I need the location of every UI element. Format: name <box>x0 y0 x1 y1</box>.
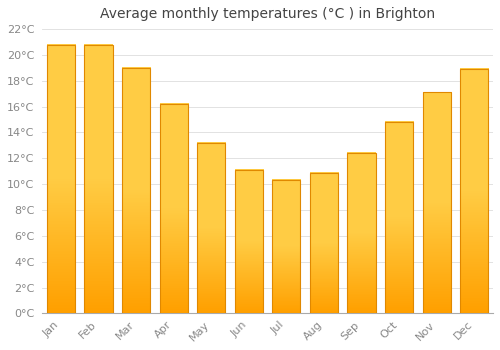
Bar <box>272 180 300 313</box>
Bar <box>47 44 75 313</box>
Bar <box>84 44 112 313</box>
Bar <box>310 173 338 313</box>
Bar <box>422 92 451 313</box>
Bar <box>348 153 376 313</box>
Bar <box>160 104 188 313</box>
Title: Average monthly temperatures (°C ) in Brighton: Average monthly temperatures (°C ) in Br… <box>100 7 435 21</box>
Bar <box>122 68 150 313</box>
Bar <box>234 170 263 313</box>
Bar <box>197 143 226 313</box>
Bar <box>460 69 488 313</box>
Bar <box>385 122 413 313</box>
